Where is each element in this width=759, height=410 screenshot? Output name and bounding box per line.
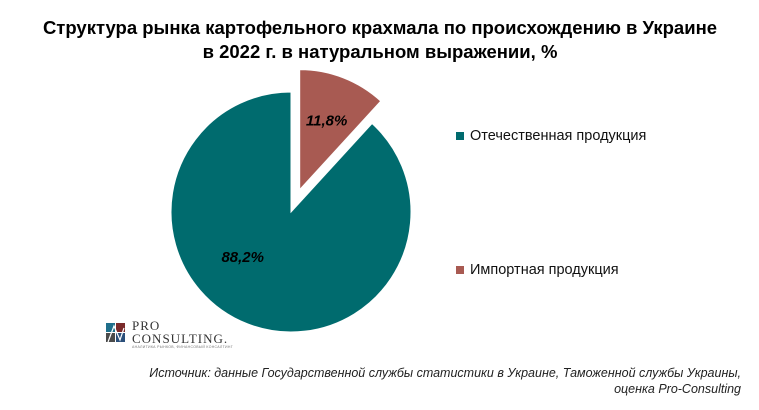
legend-label-2: Импортная продукция — [470, 262, 619, 278]
source-line-1: Источник: данные Государственной службы … — [149, 366, 741, 380]
pie-slice-2 — [299, 69, 382, 191]
pie-labels: 88,2% 11,8% — [221, 112, 347, 266]
chart-title: Структура рынка картофельного крахмала п… — [20, 16, 740, 64]
pie-value-label-1: 88,2% — [221, 249, 264, 266]
logo-emblem-icon — [106, 323, 125, 343]
logo-tagline: АНАЛИТИКА РЫНКОВ, ФИНАНСОВЫЙ КОНСАЛТИНГ — [132, 345, 233, 349]
source-note: Источник: данные Государственной службы … — [101, 365, 741, 397]
legend-swatch-1 — [456, 132, 464, 140]
legend-item-2: Импортная продукция — [456, 262, 619, 278]
pie-value-label-2: 11,8% — [306, 112, 347, 129]
chart-title-line-2: в 2022 г. в натуральном выражении, % — [202, 41, 558, 62]
pie-slice-1 — [170, 91, 412, 333]
legend-swatch-2 — [456, 266, 464, 274]
pro-consulting-logo: PRO CONSULTING. АНАЛИТИКА РЫНКОВ, ФИНАНС… — [104, 318, 233, 349]
pie-slices — [170, 69, 412, 333]
logo-text-consulting: CONSULTING. — [132, 331, 229, 346]
legend-item-1: Отечественная продукция — [456, 128, 646, 144]
legend-label-1: Отечественная продукция — [470, 128, 647, 144]
chart-title-line-1: Структура рынка картофельного крахмала п… — [42, 17, 718, 38]
logo-text-pro: PRO — [132, 318, 161, 333]
source-line-2: оценка Pro-Consulting — [614, 382, 741, 396]
